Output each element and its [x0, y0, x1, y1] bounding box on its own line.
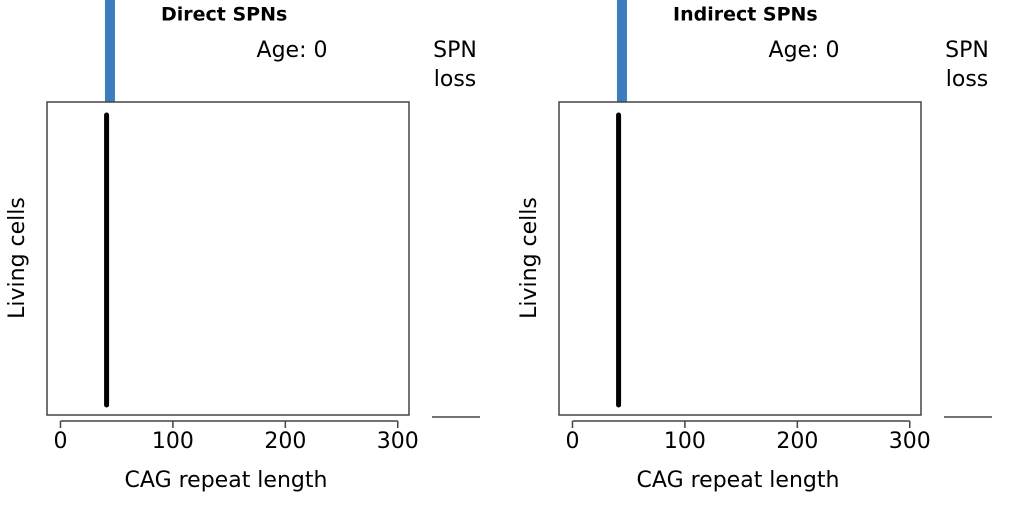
x-tick-label: 100 [152, 429, 194, 454]
plot-frame [46, 101, 410, 416]
x-tick-label: 200 [264, 429, 306, 454]
side-label: loss [434, 67, 477, 92]
plot-frame [558, 101, 922, 416]
side-label: loss [946, 67, 989, 92]
age-annotation: Age: 0 [257, 38, 328, 63]
y-axis-label: Living cells [517, 197, 542, 319]
x-axis-label: CAG repeat length [125, 468, 328, 493]
side-label: SPN [433, 38, 477, 63]
x-tick-label: 0 [53, 429, 67, 454]
x-tick-label: 0 [565, 429, 579, 454]
x-tick-label: 300 [889, 429, 931, 454]
panel-title: Indirect SPNs [673, 4, 818, 26]
x-axis-label: CAG repeat length [637, 468, 840, 493]
age-annotation: Age: 0 [769, 38, 840, 63]
side-label: SPN [945, 38, 989, 63]
y-axis-label: Living cells [5, 197, 30, 319]
x-tick-label: 100 [664, 429, 706, 454]
x-tick-label: 200 [776, 429, 818, 454]
panel-title: Direct SPNs [161, 4, 287, 26]
x-tick-label: 300 [377, 429, 419, 454]
